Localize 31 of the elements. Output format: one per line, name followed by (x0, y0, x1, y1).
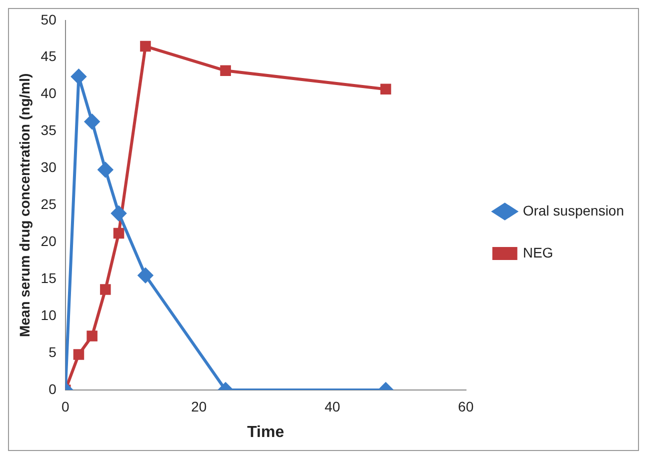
y-tick-label: 5 (48, 344, 57, 360)
y-tick-label: 40 (40, 85, 57, 102)
point (111, 206, 126, 221)
point (140, 40, 151, 52)
y-tick-label: 20 (40, 233, 57, 250)
legend-label: NEG (522, 244, 554, 260)
point (71, 69, 86, 84)
y-axis-title: Mean serum drug concentration (ng/ml) (16, 73, 32, 338)
point (113, 228, 124, 239)
point (84, 114, 100, 130)
point (380, 84, 392, 95)
point (73, 349, 84, 360)
x-tick-label: 60 (458, 398, 474, 414)
y-tick-label: 25 (40, 196, 57, 212)
x-tick-label: 0 (61, 398, 70, 414)
point (86, 330, 98, 342)
y-tick-label: 0 (48, 380, 57, 397)
y-tick-label: 45 (40, 48, 57, 64)
y-tick-label: 35 (40, 122, 57, 138)
legend-label: Oral suspension (522, 202, 624, 218)
point (220, 65, 231, 76)
point (100, 284, 111, 295)
point (98, 162, 113, 178)
y-tick-label: 50 (40, 11, 57, 28)
point (138, 268, 153, 283)
x-tick-label: 20 (191, 398, 207, 414)
y-tick-label: 15 (40, 270, 57, 286)
y-tick-label: 30 (40, 159, 57, 176)
x-tick-label: 40 (324, 398, 340, 414)
y-tick-label: 10 (40, 306, 57, 323)
x-axis-title: Time (247, 424, 284, 441)
